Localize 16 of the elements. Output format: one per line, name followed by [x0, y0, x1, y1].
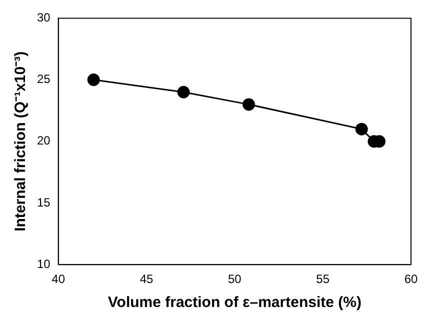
y-axis-title: Internal friction (Q⁻¹x10⁻³) [12, 51, 30, 232]
point [242, 98, 256, 111]
y-tick-label: 20 [36, 134, 51, 148]
point [355, 122, 368, 136]
point [87, 74, 100, 86]
x-axis-title: Volume fraction of ε–martensite (%) [108, 294, 362, 312]
y-tick-label: 15 [36, 195, 51, 210]
y-tick-label: 30 [36, 10, 51, 25]
x-tick-label: 50 [228, 272, 242, 286]
x-tick-label: 40 [52, 272, 66, 286]
y-tick-label: 25 [36, 72, 51, 86]
x-tick-label: 45 [140, 272, 154, 286]
y-tick-label: 10 [36, 256, 51, 271]
x-tick-label: 55 [316, 272, 330, 286]
point [177, 86, 190, 98]
x-tick-label: 60 [404, 272, 418, 286]
